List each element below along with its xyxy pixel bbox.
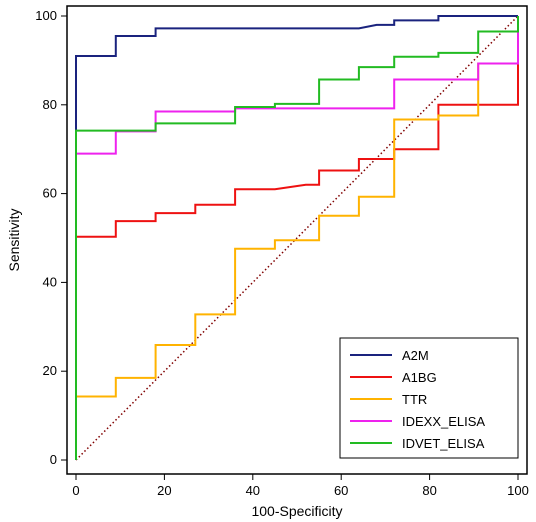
y-axis-title: Sensitivity <box>6 208 22 271</box>
x-tick-label: 80 <box>422 483 436 498</box>
series-line-idvet-elisa <box>75 16 519 460</box>
legend-label-ttr: TTR <box>402 392 427 407</box>
y-tick-label: 60 <box>43 186 57 201</box>
x-tick-label: 0 <box>72 483 79 498</box>
legend-label-idvet-elisa: IDVET_ELISA <box>402 436 485 451</box>
diagonal-reference-line <box>75 15 519 461</box>
legend-label-a1bg: A1BG <box>402 370 437 385</box>
y-tick-label: 0 <box>50 452 57 467</box>
x-tick-label: 100 <box>507 483 529 498</box>
plot-frame <box>66 5 528 475</box>
legend-label-idexx-elisa: IDEXX_ELISA <box>402 414 485 429</box>
x-tick-label: 40 <box>246 483 260 498</box>
series-line-ttr <box>75 62 518 460</box>
x-tick-label: 60 <box>334 483 348 498</box>
series-line-a2m <box>75 15 518 460</box>
y-tick-label: 40 <box>43 274 57 289</box>
legend: A2M A1BG TTR IDEXX_ELISA IDVET_ELISA <box>339 337 519 459</box>
legend-label-a2m: A2M <box>402 348 429 363</box>
x-axis-title: 100-Specificity <box>251 503 342 519</box>
x-tick-label: 20 <box>157 483 171 498</box>
series-line-a1bg <box>75 16 519 460</box>
y-tick-label: 100 <box>35 8 57 23</box>
y-tick-label: 20 <box>43 363 57 378</box>
y-tick-label: 80 <box>43 97 57 112</box>
